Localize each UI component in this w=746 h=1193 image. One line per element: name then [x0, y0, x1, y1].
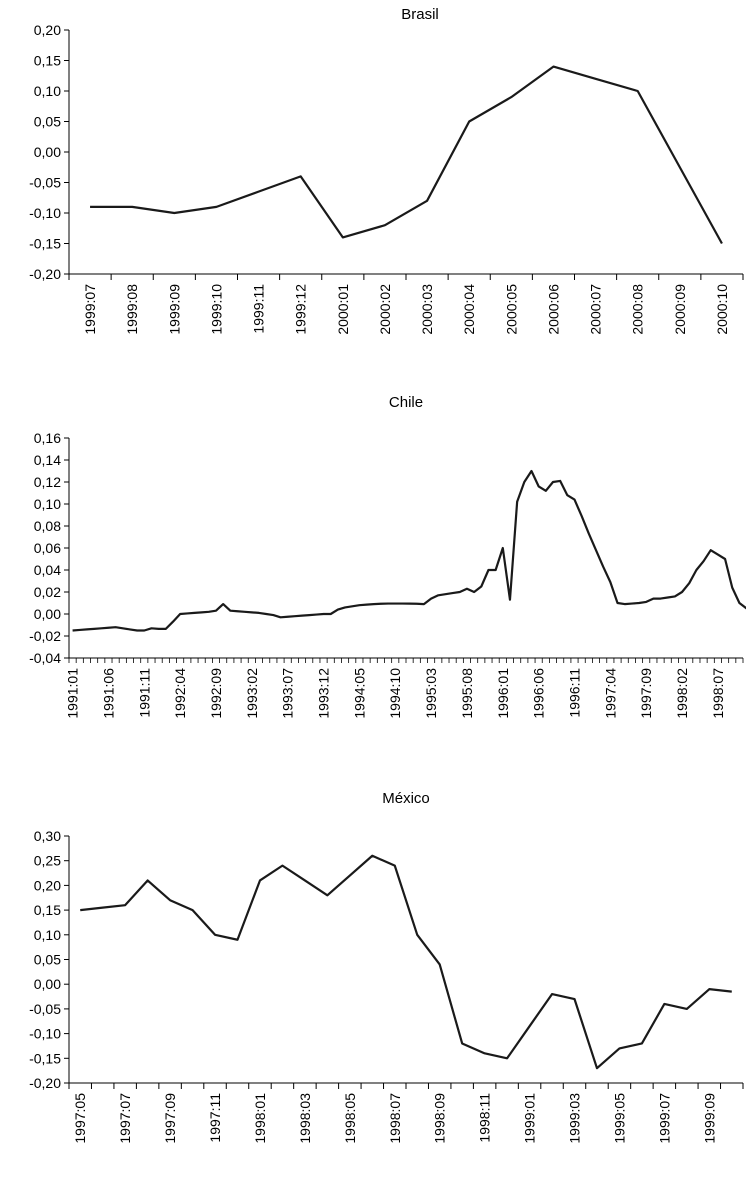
y-tick-label: 0,20 [34, 877, 61, 893]
x-tick-label: 1999:09 [166, 284, 182, 335]
x-tick-label: 1998:11 [477, 1093, 493, 1143]
x-tick-label: 1997:11 [207, 1093, 223, 1143]
y-tick-label: 0,12 [34, 474, 61, 490]
x-tick-label: 1999:10 [208, 284, 224, 335]
x-tick-label: 1997:07 [117, 1093, 133, 1144]
x-tick-label: 1999:11 [251, 284, 267, 334]
chart-brasil: Brasil 0,20 0,15 0,10 0,05 0,00 -0,05 -0,10 -0,… [29, 6, 744, 335]
y-tick-label: 0,10 [34, 83, 61, 99]
x-tick-label: 1997:05 [72, 1093, 88, 1144]
x-tick-label: 2000:08 [630, 284, 646, 335]
y-tick-label: -0,04 [29, 650, 61, 666]
x-tick-label: 1998:07 [710, 668, 726, 719]
x-tick-label: 2000:10 [714, 284, 730, 335]
x-tick-label: 1993:12 [316, 668, 332, 719]
x-tick-label: 1999:08 [124, 284, 140, 335]
x-tick-label: 2000:07 [588, 284, 604, 335]
x-tick-label: 1998:02 [674, 668, 690, 719]
y-tick-label: -0,10 [29, 1026, 61, 1042]
y-tick-label: -0,05 [29, 175, 61, 191]
chart-mexico: México 0,30 0,25 0,20 0,15 0,10 0,05 0,00 -0,05… [29, 790, 744, 1144]
y-tick-label: 0,14 [34, 452, 61, 468]
x-tick-label: 1998:07 [387, 1093, 403, 1144]
x-tick-label: 1992:09 [208, 668, 224, 719]
x-tick-label: 1998:03 [297, 1093, 313, 1144]
x-tick-label: 1997:04 [602, 668, 618, 719]
y-tick-label: -0,15 [29, 236, 61, 252]
y-tick-label: 0,05 [34, 114, 61, 130]
y-tick-label: 0,25 [34, 853, 61, 869]
x-tick-label: 1999:07 [82, 284, 98, 335]
x-tick-label: 1997:09 [162, 1093, 178, 1144]
x-tick-label: 1993:02 [244, 668, 260, 719]
x-tick-label: 1991:06 [100, 668, 116, 719]
y-tick-label: 0,04 [34, 562, 61, 578]
y-tick-label: 0,20 [34, 22, 61, 38]
y-tick-label: 0,02 [34, 584, 61, 600]
x-tick-label: 2000:05 [503, 284, 519, 335]
y-tick-label: 0,10 [34, 496, 61, 512]
x-tick-label: 2000:04 [461, 284, 477, 335]
y-tick-label: -0,02 [29, 628, 61, 644]
x-tick-label: 1998:09 [432, 1093, 448, 1144]
x-tick-label: 2000:06 [545, 284, 561, 335]
y-tick-label: 0,16 [34, 430, 61, 446]
x-tick-label: 1994:05 [351, 668, 367, 719]
x-tick-label: 2000:02 [377, 284, 393, 335]
x-tick-label: 1999:07 [656, 1093, 672, 1144]
series-line [90, 65, 723, 245]
x-tick-label: 1999:09 [701, 1093, 717, 1144]
x-tick-label: 1999:01 [522, 1093, 538, 1144]
y-tick-label: 0,15 [34, 902, 61, 918]
y-tick-label: -0,20 [29, 266, 61, 282]
x-tick-label: 2000:03 [419, 284, 435, 335]
x-tick-label: 2000:01 [335, 284, 351, 335]
chart-title-mexico: México [382, 790, 430, 807]
x-tick-label: 1991:01 [65, 668, 81, 719]
y-tick-label: -0,15 [29, 1050, 61, 1066]
y-tick-label: -0,20 [29, 1075, 61, 1091]
chart-title-chile: Chile [389, 394, 423, 411]
x-tick-label: 1999:12 [293, 284, 309, 335]
y-tick-label: 0,05 [34, 952, 61, 968]
x-tick-label: 1992:04 [172, 668, 188, 719]
chart-chile: Chile 0,16 0,14 0,12 0,10 0,08 0,06 0,04 0,02 0,… [29, 394, 746, 719]
series-line [80, 854, 732, 1070]
chart-title-brasil: Brasil [401, 6, 439, 23]
y-tick-label: 0,06 [34, 540, 61, 556]
x-tick-label: 1995:03 [423, 668, 439, 719]
y-tick-label: 0,08 [34, 518, 61, 534]
y-tick-label: 0,10 [34, 927, 61, 943]
x-tick-label: 1998:05 [342, 1093, 358, 1144]
y-tick-label: 0,00 [34, 144, 61, 160]
x-tick-label: 1995:08 [459, 668, 475, 719]
y-tick-label: 0,30 [34, 828, 61, 844]
x-tick-label: 1996:01 [495, 668, 511, 719]
x-tick-label: 2000:09 [672, 284, 688, 335]
x-tick-label: 1996:06 [531, 668, 547, 719]
series-line [72, 469, 746, 632]
x-tick-label: 1994:10 [387, 668, 403, 719]
x-tick-label: 1993:07 [280, 668, 296, 719]
x-tick-label: 1991:11 [136, 668, 152, 718]
x-tick-label: 1996:11 [567, 668, 583, 718]
y-tick-label: -0,10 [29, 205, 61, 221]
x-tick-label: 1997:09 [638, 668, 654, 719]
x-tick-label: 1999:05 [611, 1093, 627, 1144]
y-tick-label: 0,00 [34, 606, 61, 622]
y-tick-label: -0,05 [29, 1001, 61, 1017]
x-tick-label: 1999:03 [567, 1093, 583, 1144]
y-tick-label: 0,15 [34, 53, 61, 69]
y-tick-label: 0,00 [34, 976, 61, 992]
x-tick-label: 1998:01 [252, 1093, 268, 1144]
